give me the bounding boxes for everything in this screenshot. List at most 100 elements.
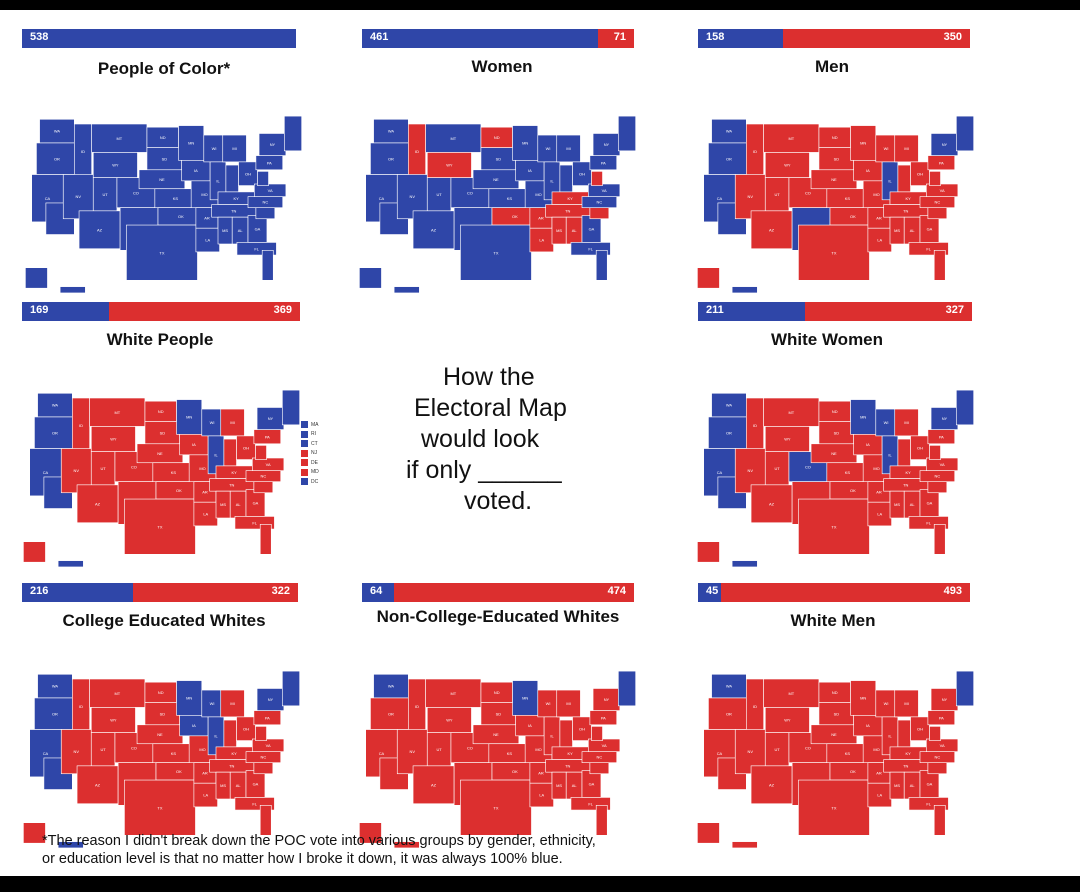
state-label: FL — [588, 246, 593, 251]
legend-label: MA — [311, 421, 319, 428]
state-label: IA — [866, 168, 870, 173]
state-label: NE — [157, 732, 163, 737]
state-label: MI — [904, 146, 908, 151]
panel-title: People of Color* — [97, 59, 231, 78]
state-label: NY — [942, 142, 948, 147]
state-label: KS — [845, 470, 851, 475]
panel-women: 461 71 Women WAORCAIDNVMTWYUTAZCONMNDSDN… — [359, 29, 636, 294]
state-label: MS — [556, 228, 562, 233]
state-label: NE — [831, 177, 837, 182]
state-label: LA — [203, 512, 208, 517]
state-label: ID — [753, 423, 757, 428]
state-label: MS — [220, 502, 226, 507]
state-label: SD — [160, 430, 166, 435]
state-label: WI — [884, 701, 889, 706]
state-label: WY — [446, 718, 453, 723]
state-label: NC — [597, 200, 603, 205]
state-label: OR — [388, 156, 394, 161]
state-label: KS — [845, 196, 851, 201]
state-in — [897, 438, 911, 467]
panel-white-women: 211 327 White Women WA OR CA ID NV MT WY UT AZ CO… — [697, 302, 974, 568]
state-label: GA — [253, 501, 259, 506]
state-label: AL — [236, 783, 242, 788]
dem-votes: 216 — [30, 585, 49, 597]
state-or — [708, 142, 750, 175]
state-label: MO — [873, 192, 879, 197]
state-label: MS — [222, 228, 228, 233]
footnote-line-2: or education level is that no matter how… — [42, 851, 563, 867]
state-label: SD — [834, 156, 840, 161]
state-wv — [929, 445, 941, 460]
panel-non-college-educated-whites: 64 474 Non-College-Educated Whites WA OR C… — [359, 583, 636, 849]
state-wv — [255, 726, 267, 741]
state-label: ID — [753, 704, 757, 709]
state-label: ND — [494, 135, 500, 140]
state-label: AZ — [769, 782, 775, 787]
state-ne — [956, 389, 974, 426]
caption-line-3: would look — [421, 425, 540, 453]
state-label: VA — [266, 743, 271, 748]
state-label: OH — [579, 726, 585, 731]
state-label: CO — [805, 190, 811, 195]
panel-title: White People — [106, 330, 214, 349]
state-label: MN — [860, 141, 866, 146]
state-label: OH — [917, 171, 923, 176]
state-label: PA — [939, 434, 944, 439]
state-label: IA — [866, 442, 870, 447]
state-label: NE — [831, 451, 837, 456]
state-label: WA — [726, 684, 733, 689]
state-or — [370, 142, 412, 175]
state-label: CO — [133, 190, 139, 195]
state-label: GA — [927, 782, 933, 787]
panel-title: White Women — [770, 330, 884, 349]
state-tx — [798, 779, 870, 836]
rep-segment: 369 — [109, 302, 300, 321]
legend-swatch — [301, 449, 308, 457]
state-label: TN — [229, 482, 234, 487]
footnote-line-1: *The reason I didn't break down the POC … — [42, 833, 596, 849]
dem-votes: 169 — [30, 304, 49, 316]
state-label: FL — [588, 801, 593, 806]
state-label: NE — [159, 177, 165, 182]
state-mi — [220, 408, 245, 437]
state-label: FL — [926, 246, 931, 251]
state-label: CA — [45, 196, 51, 201]
state-label: VA — [940, 462, 945, 467]
state-label: TN — [565, 208, 570, 213]
state-label: NY — [942, 416, 948, 421]
panel-white-people: 169 369 White People WA OR CA ID NV MT WY UT AZ C… — [22, 302, 300, 568]
state-label: NE — [831, 732, 837, 737]
legend-swatch — [301, 459, 308, 467]
state-label: CA — [717, 196, 723, 201]
dem-votes: 211 — [706, 304, 724, 316]
state-label: LA — [539, 793, 544, 798]
state-wv — [255, 445, 267, 460]
state-mi — [894, 689, 919, 718]
state-label: MN — [860, 696, 866, 701]
state-label: SD — [162, 156, 168, 161]
electoral-bar: 158 350 — [698, 29, 970, 48]
state-label: IA — [866, 723, 870, 728]
us-map: WAORCAIDNVMTWYUTAZCONMNDSDNEKSOKTXMNIAMO… — [680, 629, 980, 884]
state-label: UT — [436, 192, 442, 197]
state-ne — [284, 115, 302, 152]
state-mt — [425, 678, 482, 708]
state-label: WI — [212, 146, 217, 151]
caption-line-1: How the — [443, 363, 535, 391]
state-label: MO — [535, 747, 541, 752]
state-label: OK — [512, 214, 518, 219]
legend-item: RI — [301, 430, 319, 440]
state-label: LA — [877, 793, 882, 798]
state-ne — [618, 115, 636, 152]
state-label: TX — [493, 250, 498, 255]
state-mt — [89, 397, 146, 427]
state-label: MS — [220, 783, 226, 788]
state-label: UT — [102, 192, 108, 197]
state-label: IA — [528, 723, 532, 728]
us-map: WAORCAIDNVMTWYUTAZCONMNDSDNEKSOKTXMNIAMO… — [8, 74, 308, 329]
state-label: OK — [850, 488, 856, 493]
state-label: KS — [171, 751, 177, 756]
state-label: KS — [507, 751, 513, 756]
state-label: WA — [52, 684, 59, 689]
rep-segment: 493 — [720, 583, 970, 602]
